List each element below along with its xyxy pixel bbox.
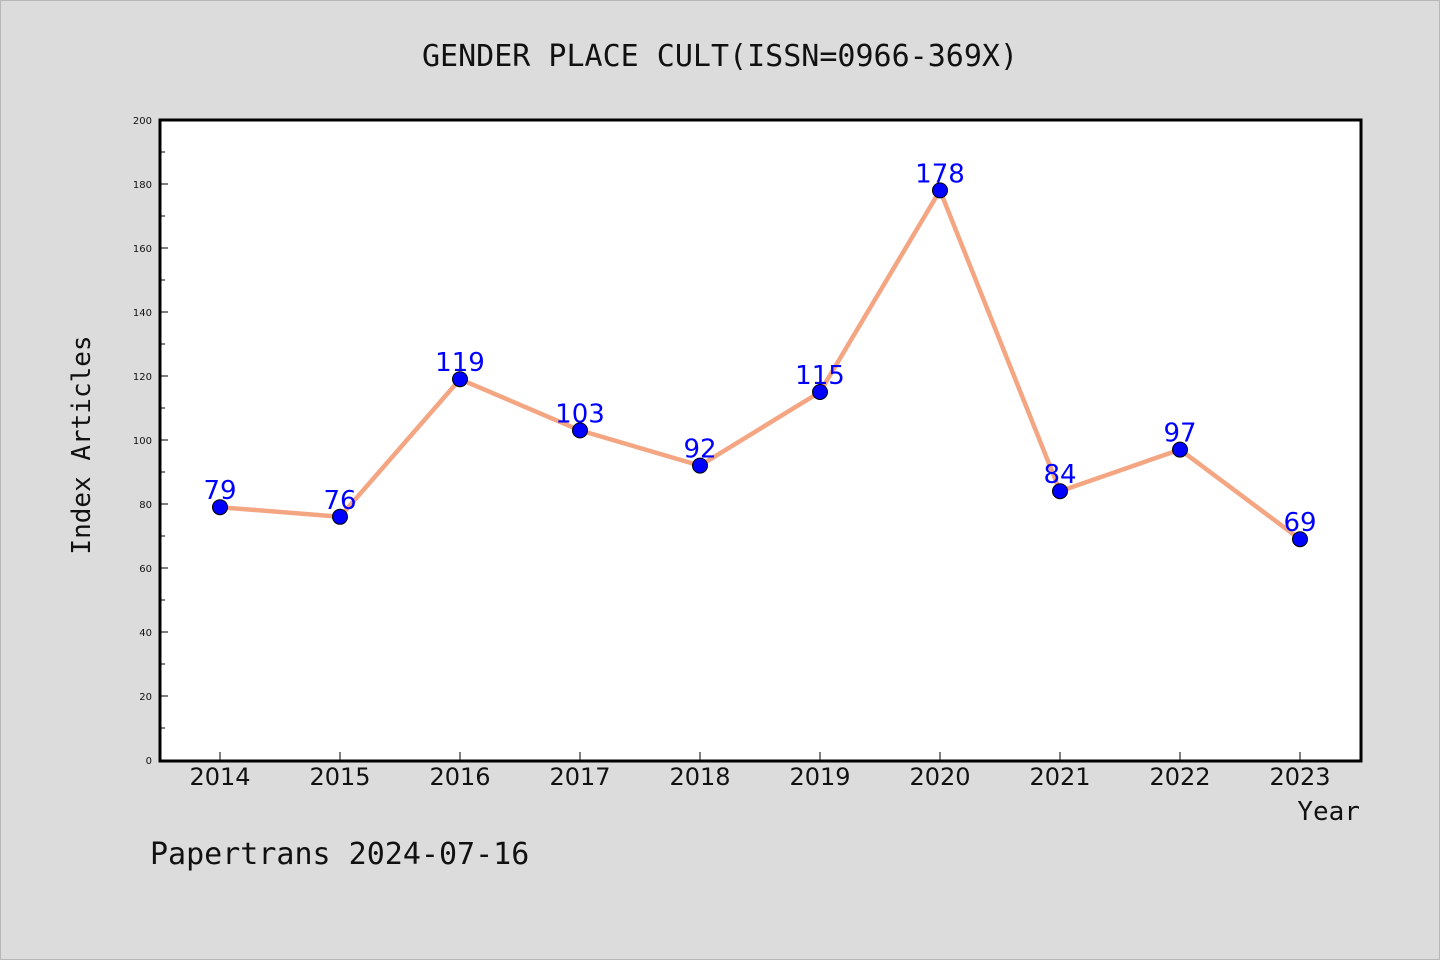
data-label: 76 (323, 486, 356, 516)
data-label: 103 (555, 399, 605, 429)
y-tick-label: 140 (133, 308, 152, 319)
series-line (217, 188, 1303, 542)
y-tick-label: 20 (139, 692, 152, 703)
x-tick-label: 2023 (1269, 763, 1330, 791)
data-label: 69 (1283, 508, 1316, 538)
data-point (452, 371, 468, 388)
data-point (572, 422, 588, 439)
x-axis: 2014 2015 2016 2017 2018 2019 2020 2021 2022 2023 (189, 752, 1331, 791)
data-label: 115 (795, 361, 845, 391)
x-tick-label: 2019 (789, 763, 850, 791)
data-point (332, 508, 348, 525)
data-label: 178 (915, 159, 965, 189)
x-tick-label: 2016 (429, 763, 490, 791)
data-point (1292, 531, 1308, 548)
data-label: 97 (1163, 419, 1196, 449)
y-tick-label: 80 (139, 500, 152, 511)
data-point (692, 457, 708, 474)
x-tick-label: 2017 (549, 763, 610, 791)
y-tick-label: 100 (133, 436, 152, 447)
y-axis: 0 20 40 60 80 100 120 140 160 180 200 (133, 116, 168, 767)
x-axis-title: Year (1297, 797, 1360, 827)
plot-area (158, 118, 1363, 763)
chart-title: GENDER PLACE CULT(ISSN=0966-369X) (422, 39, 1018, 74)
data-label: 79 (203, 476, 236, 506)
x-tick-label: 2018 (669, 763, 730, 791)
x-tick-label: 2022 (1149, 763, 1210, 791)
data-point (1172, 441, 1188, 458)
x-tick-label: 2015 (309, 763, 370, 791)
data-point (812, 384, 828, 400)
y-tick-label: 200 (133, 116, 152, 127)
series-layer: 79 76 119 103 92 115 178 84 97 69 (203, 159, 1317, 548)
x-tick-label: 2020 (909, 763, 970, 791)
y-axis-title: Index Articles (67, 335, 97, 554)
x-tick-label: 2014 (189, 763, 250, 791)
data-point (212, 499, 228, 516)
data-point (932, 182, 948, 199)
y-tick-label: 180 (133, 180, 152, 191)
footer-text: Papertrans 2024-07-16 (150, 837, 529, 872)
data-label: 119 (435, 348, 485, 378)
data-label: 84 (1043, 460, 1076, 490)
y-tick-label: 60 (139, 564, 152, 575)
x-tick-label: 2021 (1029, 763, 1090, 791)
y-tick-label: 120 (133, 372, 152, 383)
y-tick-label: 160 (133, 244, 152, 255)
data-point (1052, 483, 1068, 500)
y-tick-label: 0 (146, 756, 152, 767)
data-label: 92 (683, 435, 716, 465)
y-tick-label: 40 (139, 628, 152, 639)
